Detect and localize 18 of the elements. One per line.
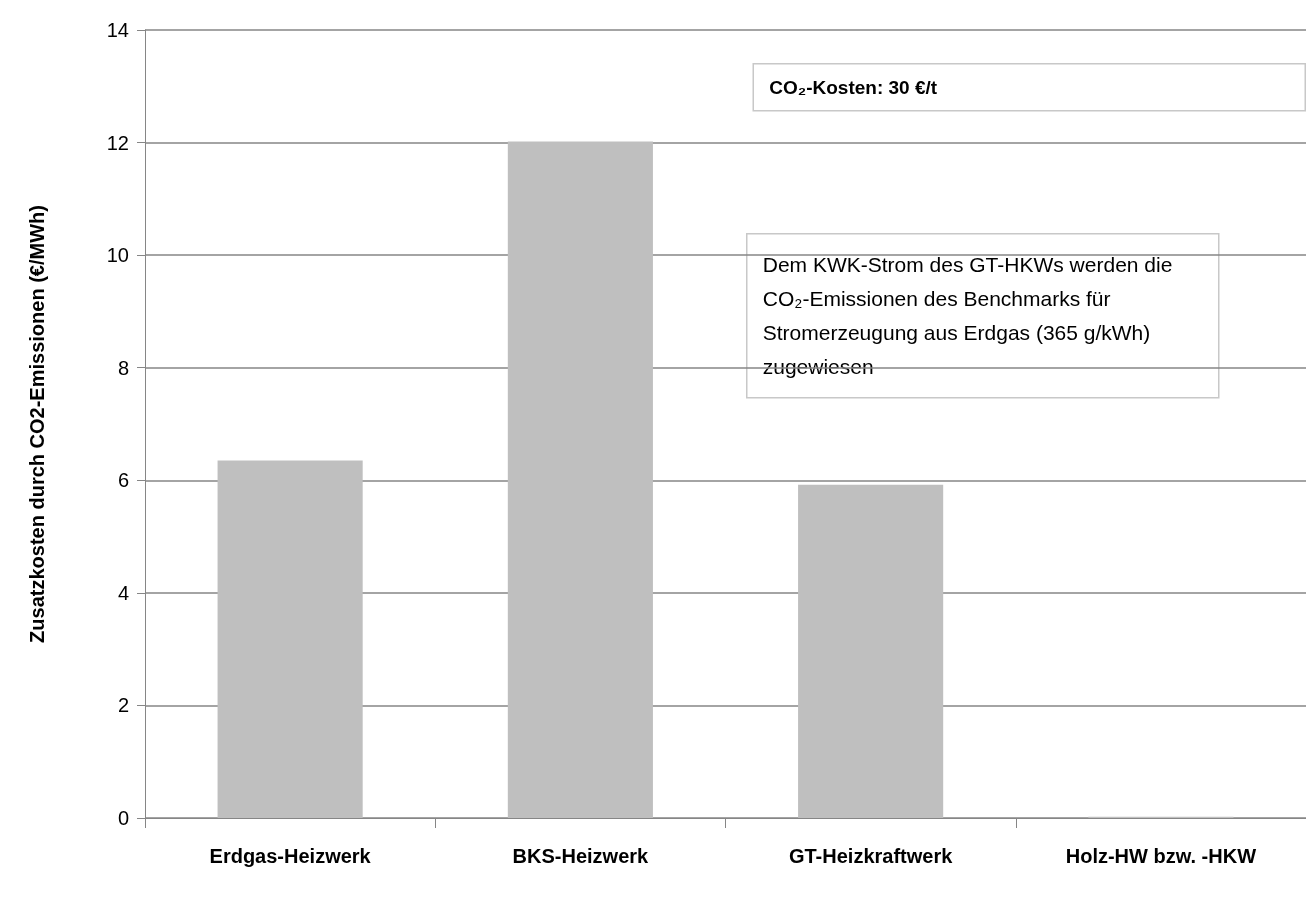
y-tick-label: 2 <box>117 694 129 717</box>
bar <box>507 141 653 818</box>
y-tick-label: 12 <box>106 131 129 154</box>
y-tick-label: 0 <box>117 807 129 829</box>
x-tick-label: Erdgas-Heizwerk <box>209 845 372 867</box>
x-tick-label: Holz-HW bzw. -HKW <box>1065 845 1257 867</box>
y-tick-label: 4 <box>117 581 129 604</box>
y-tick-label: 10 <box>106 244 129 267</box>
y-tick-label: 14 <box>106 19 129 41</box>
bar <box>217 460 363 818</box>
y-tick-label: 6 <box>117 469 129 492</box>
bar <box>798 484 944 818</box>
annotation: Dem KWK-Strom des GT-HKWs werden die CO₂-Emissionen des Benchmarks für Stromerzeugung aus Erdgas (365 g/kWh) zugewiesen <box>762 253 1179 379</box>
annotation: CO₂-Kosten: 30 €/t <box>769 76 938 98</box>
y-tick-label: 8 <box>117 356 129 379</box>
x-tick-label: BKS-Heizwerk <box>512 845 650 867</box>
x-tick-label: GT-Heizkraftwerk <box>788 845 954 867</box>
y-axis-title: Zusatzkosten durch CO2-Emissionen (€/MWh) <box>26 205 48 643</box>
